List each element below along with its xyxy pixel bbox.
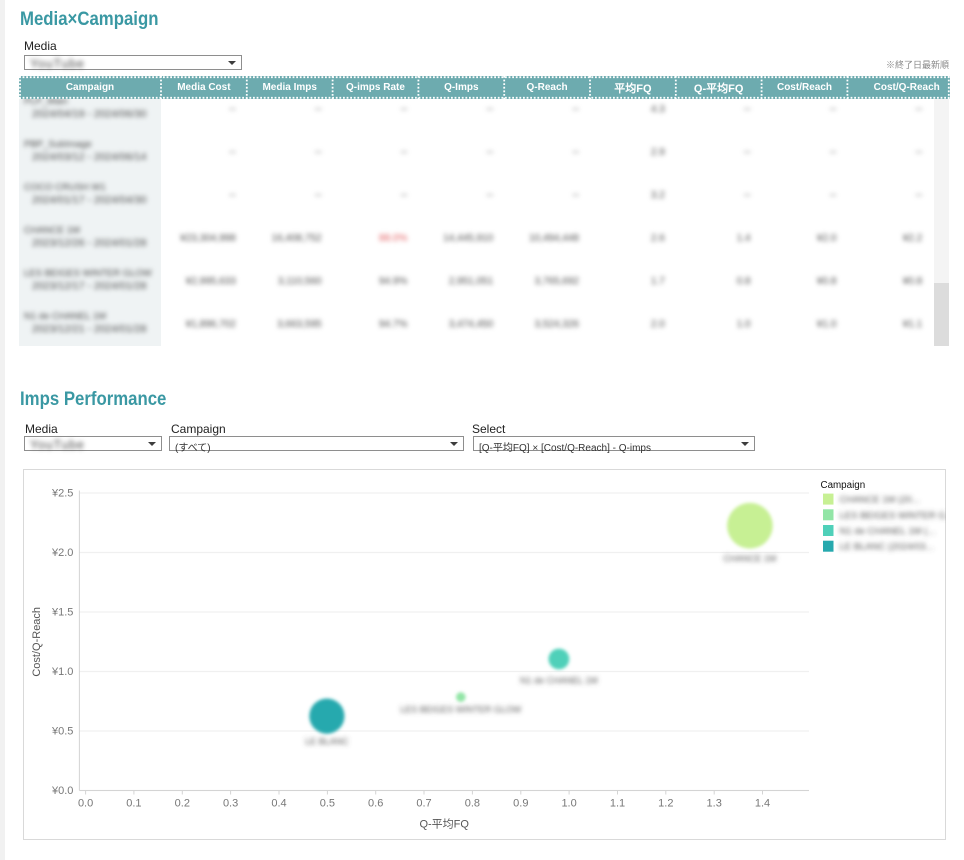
svg-text:CHANCE 1M: CHANCE 1M (723, 554, 776, 564)
svg-text:0.5: 0.5 (320, 798, 335, 810)
svg-text:0.9: 0.9 (513, 798, 528, 810)
svg-text:0.8: 0.8 (465, 798, 480, 810)
svg-text:N1 de CHANEL 1M (...: N1 de CHANEL 1M (... (840, 526, 936, 537)
svg-text:LES BEIGES WINTER GLOW: LES BEIGES WINTER GLOW (400, 705, 522, 715)
svg-text:Campaign: Campaign (821, 480, 866, 491)
svg-text:CHANCE 1M (20...: CHANCE 1M (20... (840, 495, 920, 506)
svg-text:1.3: 1.3 (707, 798, 722, 810)
svg-text:¥1.0: ¥1.0 (51, 666, 73, 678)
svg-text:¥2.5: ¥2.5 (51, 488, 73, 500)
svg-text:LES BEIGES WINTER G...: LES BEIGES WINTER G... (840, 510, 947, 521)
svg-text:0.7: 0.7 (416, 798, 431, 810)
svg-text:0.6: 0.6 (368, 798, 383, 810)
svg-text:1.1: 1.1 (610, 798, 625, 810)
svg-text:0.2: 0.2 (175, 798, 190, 810)
svg-text:¥2.0: ¥2.0 (51, 547, 73, 559)
svg-text:¥1.5: ¥1.5 (51, 607, 73, 619)
svg-text:1.0: 1.0 (561, 798, 576, 810)
svg-text:N1 de CHANEL 1M: N1 de CHANEL 1M (520, 676, 598, 686)
svg-text:1.4: 1.4 (755, 798, 770, 810)
svg-text:0.4: 0.4 (271, 798, 286, 810)
svg-text:0.3: 0.3 (223, 798, 238, 810)
svg-text:¥0.0: ¥0.0 (51, 785, 73, 797)
svg-text:LE BLANC (2024/03...: LE BLANC (2024/03... (840, 542, 934, 553)
svg-text:Q-平均FQ: Q-平均FQ (419, 818, 469, 831)
svg-text:0.0: 0.0 (78, 798, 93, 810)
svg-text:Cost/Q-Reach: Cost/Q-Reach (31, 607, 43, 677)
svg-text:1.2: 1.2 (658, 798, 673, 810)
svg-text:LE BLANC: LE BLANC (305, 737, 349, 747)
svg-text:¥0.5: ¥0.5 (51, 726, 73, 738)
svg-text:0.1: 0.1 (126, 798, 141, 810)
